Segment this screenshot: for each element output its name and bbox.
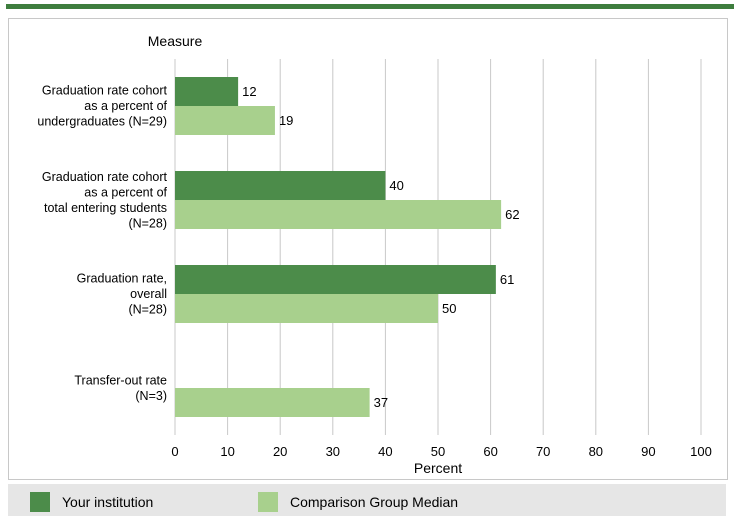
category-label: (N=28) bbox=[128, 303, 167, 317]
data-label: 19 bbox=[279, 113, 293, 128]
bar-comparison-median bbox=[175, 388, 370, 417]
legend-item-comparison: Comparison Group Median bbox=[258, 492, 458, 512]
y-axis-title: Measure bbox=[148, 33, 203, 49]
legend-item-your-institution: Your institution bbox=[30, 492, 153, 512]
category-label: Graduation rate cohort bbox=[42, 170, 168, 184]
bar-comparison-median bbox=[175, 106, 275, 135]
x-tick-label: 70 bbox=[536, 444, 550, 459]
category-label: Transfer-out rate bbox=[74, 373, 167, 387]
legend-swatch-comparison bbox=[258, 492, 278, 512]
bar-your-institution bbox=[175, 265, 496, 294]
data-label: 40 bbox=[389, 178, 403, 193]
category-label: as a percent of bbox=[84, 185, 167, 199]
x-axis-title: Percent bbox=[414, 460, 462, 476]
legend-label-comparison: Comparison Group Median bbox=[290, 494, 459, 510]
category-label: overall bbox=[130, 287, 167, 301]
x-tick-label: 10 bbox=[220, 444, 234, 459]
bar-comparison-median bbox=[175, 200, 502, 229]
top-accent-rule bbox=[6, 4, 734, 9]
x-tick-label: 100 bbox=[690, 444, 712, 459]
x-tick-label: 50 bbox=[431, 444, 445, 459]
x-axis-ticks: 0 10 20 30 40 50 60 70 80 90 100 bbox=[171, 444, 711, 459]
legend-swatch-your-institution bbox=[30, 492, 50, 512]
category-label: Graduation rate cohort bbox=[42, 84, 168, 98]
x-tick-label: 0 bbox=[171, 444, 178, 459]
x-tick-label: 90 bbox=[641, 444, 655, 459]
data-label: 62 bbox=[505, 207, 519, 222]
x-tick-label: 30 bbox=[326, 444, 340, 459]
x-tick-label: 60 bbox=[483, 444, 497, 459]
category-label: total entering students bbox=[44, 201, 167, 215]
bars: 12 19 40 62 61 50 37 bbox=[175, 77, 520, 417]
data-label: 12 bbox=[242, 84, 256, 99]
legend: Your institution Comparison Group Median bbox=[8, 484, 726, 516]
bar-your-institution bbox=[175, 77, 239, 106]
category-label: (N=28) bbox=[128, 216, 167, 230]
category-label: Graduation rate, bbox=[77, 272, 167, 286]
x-tick-label: 80 bbox=[589, 444, 603, 459]
bar-comparison-median bbox=[175, 294, 438, 323]
bar-chart: Measure 12 19 40 62 61 50 37 Graduation rate c… bbox=[37, 33, 711, 476]
legend-label-your-institution: Your institution bbox=[62, 494, 154, 510]
x-tick-label: 40 bbox=[378, 444, 392, 459]
category-label: as a percent of bbox=[84, 99, 167, 113]
data-label: 61 bbox=[500, 272, 514, 287]
x-tick-label: 20 bbox=[273, 444, 287, 459]
data-label: 37 bbox=[374, 395, 388, 410]
bar-your-institution bbox=[175, 171, 386, 200]
chart-panel: Measure 12 19 40 62 61 50 37 Graduation rate c… bbox=[8, 18, 728, 480]
data-label: 50 bbox=[442, 301, 456, 316]
category-label: undergraduates (N=29) bbox=[37, 115, 167, 129]
category-label: (N=3) bbox=[135, 389, 167, 403]
